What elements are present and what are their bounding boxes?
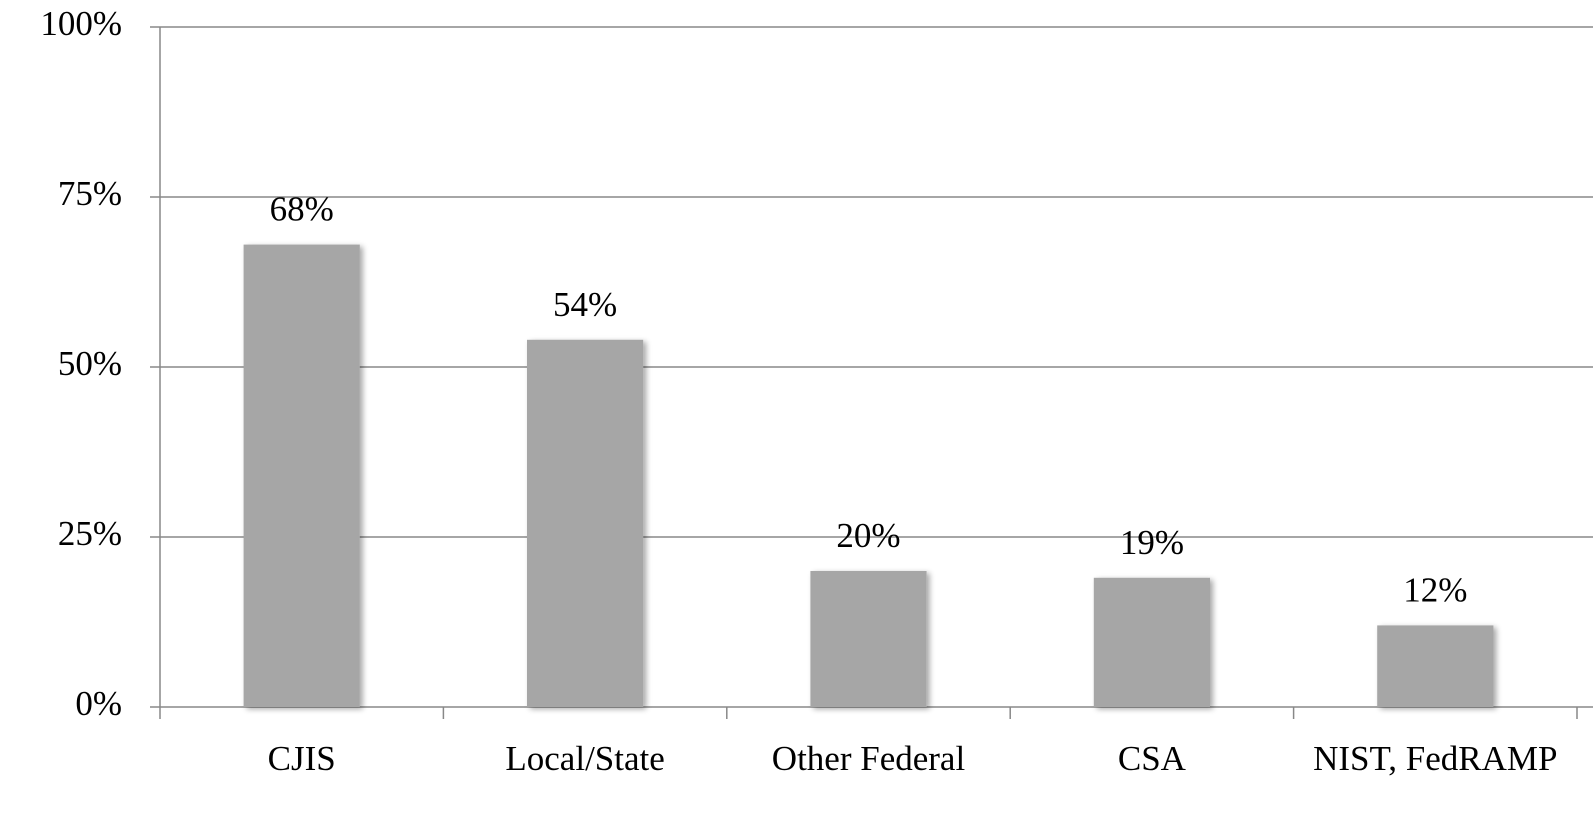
y-tick-label: 0% (75, 684, 122, 723)
y-tick-label: 50% (58, 344, 122, 383)
data-label: 12% (1403, 570, 1467, 609)
bar (1093, 577, 1210, 707)
data-label: 68% (270, 190, 334, 229)
y-tick-label: 25% (58, 514, 122, 553)
y-tick-label: 100% (40, 4, 122, 43)
x-tick-label: CSA (1118, 739, 1187, 778)
bar (1377, 625, 1494, 707)
data-label: 54% (553, 285, 617, 324)
y-tick-label: 75% (58, 174, 122, 213)
bar (243, 244, 360, 707)
bar (527, 339, 644, 707)
bar (810, 571, 927, 707)
x-tick-label: Other Federal (772, 739, 966, 778)
x-tick-label: CJIS (268, 739, 336, 778)
x-tick-label: Local/State (505, 739, 664, 778)
x-tick-label: NIST, FedRAMP (1313, 739, 1557, 778)
data-label: 20% (836, 516, 900, 555)
data-label: 19% (1120, 523, 1184, 562)
